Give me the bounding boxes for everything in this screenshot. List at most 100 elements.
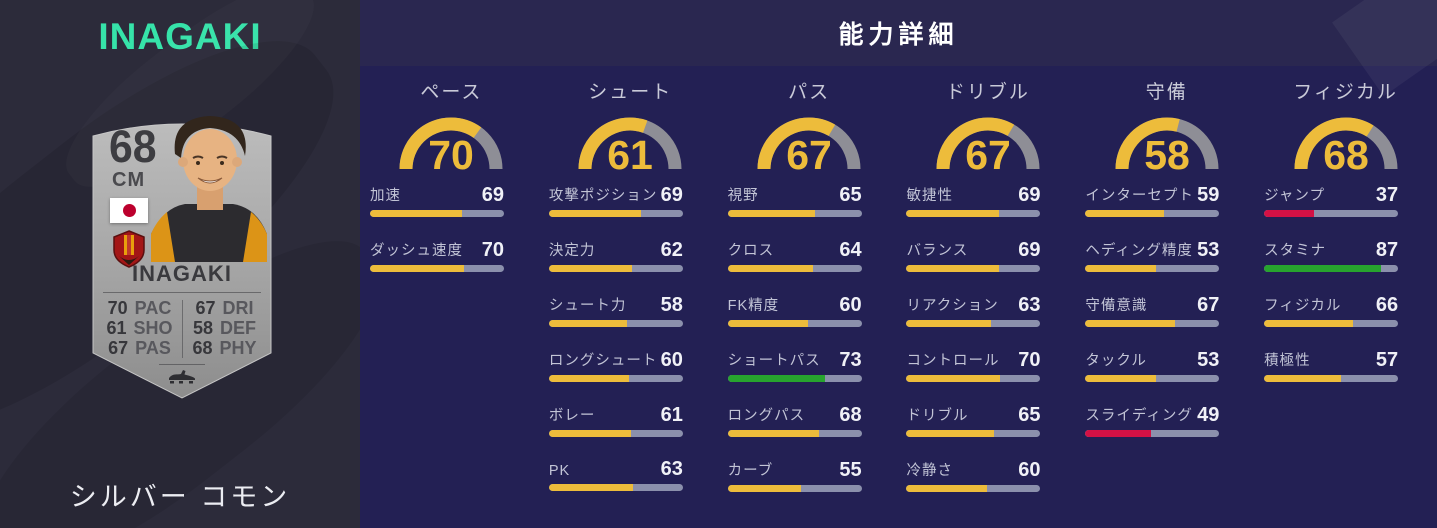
stat-column-header: フィジカル xyxy=(1293,82,1398,103)
stat-value: 68 xyxy=(839,404,862,426)
stat-value: 70 xyxy=(481,239,504,261)
stat-bar-fill xyxy=(370,265,464,272)
stat-bar-fill xyxy=(727,485,802,492)
player-panel: INAGAKI xyxy=(0,0,360,528)
stat-label: インターセプト xyxy=(1085,188,1194,204)
stat-column: ペース 70 加速 69 ダッシュ速度 70 xyxy=(362,66,541,528)
stat-label: スタミナ xyxy=(1264,243,1327,259)
stat-label: ロングシュート xyxy=(548,353,658,369)
stat-row: ジャンプ 37 xyxy=(1264,184,1399,239)
stat-bar xyxy=(548,430,683,437)
stat-row: 敏捷性 69 xyxy=(906,184,1041,239)
stat-row: ロングパス 68 xyxy=(727,404,862,459)
stat-label: 視野 xyxy=(727,188,759,204)
stat-label: ショートパス xyxy=(727,353,821,369)
stat-bar xyxy=(727,210,862,217)
stat-bar-fill xyxy=(727,430,819,437)
stat-value: 66 xyxy=(1375,294,1399,316)
stat-bar xyxy=(1264,265,1399,272)
stat-row: FK精度 60 xyxy=(727,294,862,349)
stat-label: 敏捷性 xyxy=(906,188,953,204)
stat-row: ヘディング精度 53 xyxy=(1085,239,1220,294)
stat-value: 64 xyxy=(839,239,862,261)
stat-bar xyxy=(548,484,683,491)
flag-sun-disc xyxy=(122,204,136,217)
card-rating: 68 xyxy=(109,121,157,172)
stat-row: ダッシュ速度 70 xyxy=(370,239,504,294)
stat-bar-fill xyxy=(548,430,631,437)
stat-label: クロス xyxy=(727,243,775,259)
stat-bar-fill xyxy=(1085,430,1151,437)
stat-value: 57 xyxy=(1375,349,1399,371)
stat-value: 73 xyxy=(839,349,862,371)
stat-value: 63 xyxy=(660,458,683,480)
stat-label: スライディング xyxy=(1085,408,1193,424)
stat-row: 守備意識 67 xyxy=(1085,294,1220,349)
stat-bar-fill xyxy=(548,320,627,327)
card-stat-sho: 61 SHO xyxy=(106,317,173,338)
stat-bar-fill xyxy=(1264,320,1353,327)
card-stat-dri: 67 DRI xyxy=(195,297,254,318)
stat-label: ダッシュ速度 xyxy=(370,243,463,259)
stat-bar xyxy=(1085,210,1220,217)
stat-row: フィジカル 66 xyxy=(1264,294,1399,349)
stat-row: リアクション 63 xyxy=(906,294,1041,349)
stat-value: 65 xyxy=(839,184,862,206)
stat-bar-fill xyxy=(370,210,463,217)
stat-value: 70 xyxy=(1018,349,1041,371)
stat-row: 積極性 57 xyxy=(1264,349,1399,404)
stat-bar xyxy=(1085,265,1220,272)
stat-label: タックル xyxy=(1085,353,1147,369)
stat-bar-fill xyxy=(548,375,630,382)
stat-value: 69 xyxy=(481,184,504,206)
stat-bar-fill xyxy=(548,484,634,491)
card-player-name: INAGAKI xyxy=(132,261,232,286)
stat-row: インターセプト 59 xyxy=(1085,184,1220,239)
stat-bar xyxy=(1264,375,1399,382)
stat-value: 61 xyxy=(660,404,683,426)
stat-row: 攻撃ポジション 69 xyxy=(548,184,683,239)
stat-column: ドリブル 67 敏捷性 69 バランス 69 リアクション 63 コントロール 70 ドリブル 65 冷… xyxy=(898,66,1077,528)
stat-bar-fill xyxy=(548,265,632,272)
stat-bar-fill xyxy=(1264,265,1381,272)
stat-label: 決定力 xyxy=(548,243,596,259)
stat-label: PK xyxy=(548,463,571,479)
overall-gauge: 67 xyxy=(757,117,861,175)
stat-value: 60 xyxy=(839,294,862,316)
stat-rows: インターセプト 59 ヘディング精度 53 守備意識 67 タックル 53 スライディング 49 xyxy=(1085,184,1220,459)
player-photo xyxy=(151,116,267,262)
stat-value: 49 xyxy=(1197,404,1220,426)
stat-row: 加速 69 xyxy=(370,184,504,239)
card-stat-pas: 67 PAS xyxy=(108,337,171,358)
card-stats: 70 PAC 67 DRI 61 SHO 58 DEF 67 PAS 68 PHY xyxy=(97,298,267,357)
stat-value: 60 xyxy=(1018,459,1041,481)
stat-bar xyxy=(370,265,504,272)
overall-gauge: 70 xyxy=(399,117,503,175)
gauge-value: 68 xyxy=(1323,132,1369,175)
gauge-value: 67 xyxy=(965,132,1011,175)
stat-label: ヘディング精度 xyxy=(1085,243,1193,259)
player-name-title: INAGAKI xyxy=(98,16,262,57)
stat-label: シュート力 xyxy=(548,298,627,314)
stat-column-header: ペース xyxy=(420,82,483,103)
stat-bar xyxy=(906,485,1041,492)
stat-bar-fill xyxy=(1085,210,1165,217)
stat-bar xyxy=(548,210,683,217)
stat-value: 59 xyxy=(1197,184,1220,206)
stat-bar xyxy=(1085,375,1220,382)
overall-gauge: 67 xyxy=(936,117,1040,175)
stat-label: ロングパス xyxy=(727,408,806,424)
gauge-value: 70 xyxy=(429,132,475,175)
stat-value: 69 xyxy=(1018,239,1041,261)
stat-bar-fill xyxy=(1264,375,1341,382)
stat-rows: 加速 69 ダッシュ速度 70 xyxy=(370,184,504,294)
stat-value: 87 xyxy=(1375,239,1399,261)
stat-bar xyxy=(370,210,504,217)
stat-value: 60 xyxy=(660,349,683,371)
stat-bar-fill xyxy=(727,265,814,272)
stat-value: 53 xyxy=(1197,239,1220,261)
stat-row: 冷静さ 60 xyxy=(906,459,1041,514)
card-position: CM xyxy=(112,169,146,191)
overall-gauge: 68 xyxy=(1294,117,1398,175)
